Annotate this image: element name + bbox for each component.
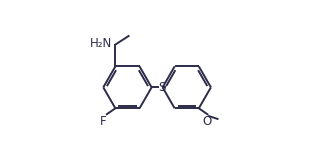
Text: O: O — [203, 115, 212, 128]
Text: H₂N: H₂N — [90, 37, 112, 50]
Text: F: F — [99, 115, 106, 128]
Text: S: S — [158, 81, 165, 94]
